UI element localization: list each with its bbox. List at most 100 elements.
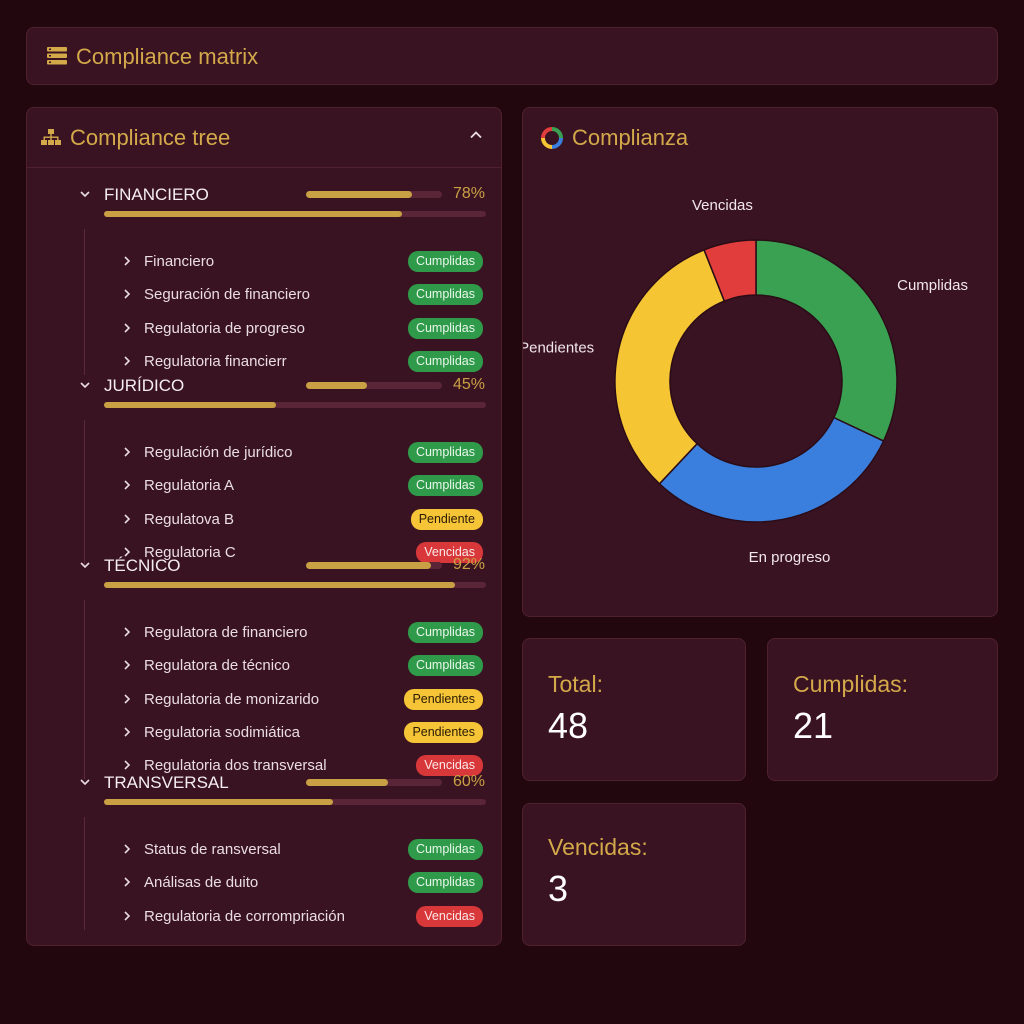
chevron-right-icon[interactable] — [121, 759, 133, 771]
stat-total-card: Total: 48 — [522, 638, 746, 781]
donut-slice-vencidas[interactable] — [703, 239, 757, 303]
stat-vencidas-label: Vencidas: — [548, 834, 648, 860]
tree-item[interactable]: Regulatoria sodimiática Pendientes — [27, 721, 501, 744]
chevron-down-icon[interactable] — [79, 776, 91, 788]
tree-item[interactable]: Regulatoria C Vencidas — [27, 541, 501, 564]
tree-guide-line — [84, 817, 85, 930]
donut-slice-cumplidas[interactable] — [755, 239, 898, 443]
donut-chart: Cumplidas En progreso Pendientes Vencidas — [523, 197, 968, 566]
chevron-right-icon[interactable] — [121, 513, 133, 525]
group-progress-bar — [104, 582, 486, 588]
tree-item[interactable]: Regulatova B Pendiente — [27, 508, 501, 531]
group-progress-mini — [306, 382, 442, 389]
donut-label: Pendientes — [523, 339, 594, 356]
compliance-chart-panel: Complianza Cumplidas En progreso Pendiente… — [522, 107, 998, 617]
status-badge: Vencidas — [416, 541, 483, 563]
group-progress-mini — [306, 779, 442, 786]
tree-item[interactable]: Regulatora de técnico Cumplidas — [27, 655, 501, 677]
stat-cumplidas-label: Cumplidas: — [793, 671, 909, 697]
group-percent: 78% — [452, 185, 485, 202]
tree-item[interactable]: Regulatoria A Cumplidas — [27, 475, 501, 497]
group-name[interactable]: TÉCNICO — [104, 556, 181, 575]
status-badge: Cumplidas — [407, 350, 483, 372]
chevron-right-icon[interactable] — [121, 446, 133, 458]
tree-item[interactable]: Regulatoria de progreso Cumplidas — [27, 317, 501, 340]
status-badge: Cumplidas — [407, 872, 483, 894]
group-name[interactable]: JURÍDICO — [104, 376, 185, 395]
status-badge: Cumplidas — [407, 475, 483, 497]
chevron-right-icon[interactable] — [121, 355, 133, 367]
status-badge: Cumplidas — [407, 284, 483, 306]
chevron-right-icon[interactable] — [121, 322, 133, 334]
compliance-tree-panel: Compliance tree FINANCIERO 78% Financiero C… — [26, 107, 502, 946]
progress-fill — [104, 211, 402, 217]
list-icon — [47, 47, 67, 65]
group-percent: 92% — [452, 556, 485, 573]
chevron-right-icon[interactable] — [121, 843, 133, 855]
tree-guide-line — [84, 600, 85, 780]
chevron-down-icon[interactable] — [79, 379, 91, 391]
status-badge: Pendientes — [404, 721, 483, 743]
chevron-right-icon[interactable] — [121, 659, 133, 671]
group-progress-bar — [104, 211, 486, 217]
page-title: Compliance matrix — [76, 44, 259, 69]
header-bar: Compliance matrix — [26, 27, 998, 85]
tree-item[interactable]: Seguración de financiero Cumplidas — [27, 284, 501, 306]
progress-fill — [306, 779, 388, 786]
donut-label: Cumplidas — [897, 277, 968, 294]
chevron-right-icon[interactable] — [121, 910, 133, 922]
stat-total-value: 48 — [548, 705, 589, 746]
tree-item-label: Regulatova B — [144, 510, 235, 528]
tree-item-label: Regulatoria C — [144, 543, 236, 561]
group-name[interactable]: FINANCIERO — [104, 185, 209, 204]
chevron-right-icon[interactable] — [121, 726, 133, 738]
tree-item[interactable]: Regulatoria de monizarido Pendientes — [27, 688, 501, 711]
chevron-down-icon[interactable] — [79, 559, 91, 571]
chevron-right-icon[interactable] — [121, 626, 133, 638]
chevron-right-icon[interactable] — [121, 876, 133, 888]
status-badge: Cumplidas — [407, 317, 483, 339]
chart-title: Complianza — [572, 125, 689, 150]
progress-fill — [104, 799, 334, 805]
chevron-right-icon[interactable] — [121, 255, 133, 267]
donut-slice-en-progreso[interactable] — [658, 416, 885, 523]
status-badge: Cumplidas — [407, 839, 483, 860]
chevron-down-icon[interactable] — [79, 188, 91, 200]
tree-item[interactable]: Regulación de jurídico Cumplidas — [27, 442, 501, 464]
donut-label: Vencidas — [692, 197, 753, 214]
chevron-right-icon[interactable] — [121, 546, 133, 558]
tree-item-label: Regulatoria de monizarido — [144, 690, 320, 708]
status-badge: Pendiente — [410, 508, 483, 530]
tree-item-label: Análisas de duito — [144, 874, 259, 892]
chevron-right-icon[interactable] — [121, 479, 133, 491]
tree-item[interactable]: Análisas de duito Cumplidas — [27, 872, 501, 894]
group-percent: 60% — [452, 773, 485, 790]
progress-fill — [104, 582, 456, 588]
tree-item-label: Regulatoria de progreso — [144, 319, 305, 337]
tree-item[interactable]: Regulatoria de corrompriación Vencidas — [27, 905, 501, 928]
tree-item-label: Regulatoria financierr — [144, 352, 287, 370]
donut-slice-pendientes[interactable] — [614, 248, 726, 485]
tree-item[interactable]: Status de ransversal Cumplidas — [27, 839, 501, 861]
status-badge: Vencidas — [416, 755, 483, 777]
stat-vencidas-card: Vencidas: 3 — [522, 803, 746, 946]
donut-label: En progreso — [749, 549, 831, 566]
chevron-right-icon[interactable] — [121, 693, 133, 705]
tree-title: Compliance tree — [70, 125, 231, 150]
chevron-right-icon[interactable] — [121, 288, 133, 300]
group-percent: 45% — [452, 376, 485, 393]
status-badge: Cumplidas — [407, 442, 483, 463]
hierarchy-icon — [41, 129, 61, 145]
tree-item[interactable]: Regulatoria dos transversal Vencidas — [27, 755, 501, 777]
chevron-up-icon[interactable] — [469, 128, 483, 142]
progress-fill — [306, 191, 413, 198]
tree-item-label: Regulatoria sodimiática — [144, 723, 300, 741]
tree-item-label: Regulatoria de corrompriación — [144, 907, 345, 925]
status-badge: Pendientes — [404, 688, 483, 710]
tree-item[interactable]: Financiero Cumplidas — [27, 251, 501, 273]
stat-vencidas-value: 3 — [548, 868, 569, 909]
tree-item[interactable]: Regulatora de financiero Cumplidas — [27, 622, 501, 644]
group-name[interactable]: TRANSVERSAL — [104, 773, 229, 792]
tree-guide-line — [84, 229, 85, 375]
tree-item[interactable]: Regulatoria financierr Cumplidas — [27, 350, 501, 373]
